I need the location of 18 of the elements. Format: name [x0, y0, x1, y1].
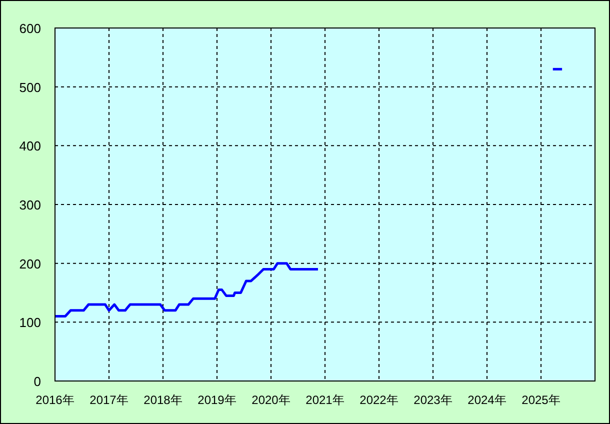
y-tick-label: 200: [19, 256, 41, 272]
x-tick-label: 2022年: [360, 393, 398, 407]
y-tick-label: 0: [34, 374, 41, 389]
line-series: [54, 262, 320, 318]
x-tick-label: 2017年: [90, 393, 128, 407]
y-tick-label: 400: [19, 138, 41, 154]
x-tick-label: 2016年: [36, 393, 74, 407]
y-tick-label: 600: [19, 21, 41, 36]
x-tick-label: 2025年: [522, 393, 560, 407]
x-tick-label: 2020年: [252, 393, 290, 407]
x-tick-label: 2019年: [198, 393, 236, 407]
y-tick-label: 300: [19, 198, 41, 212]
x-tick-label: 2024年: [468, 393, 506, 407]
x-tick-label: 2018年: [144, 393, 182, 407]
y-tick-label: 100: [19, 315, 41, 330]
y-tick-label: 500: [19, 80, 41, 95]
x-tick-label: 2023年: [414, 393, 452, 407]
x-tick-label: 2021年: [306, 393, 344, 407]
